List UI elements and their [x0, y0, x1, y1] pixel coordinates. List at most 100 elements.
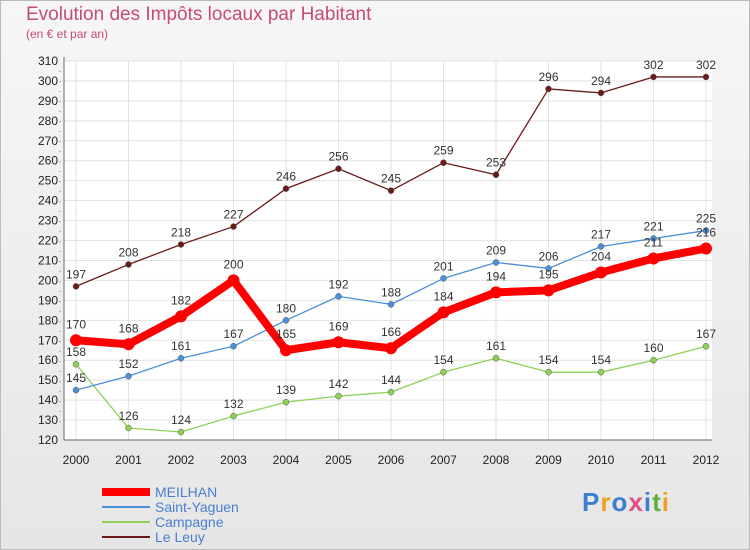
data-label: 124 [171, 413, 191, 427]
grid [64, 60, 712, 441]
data-point [700, 242, 712, 255]
data-label: 204 [591, 249, 611, 263]
y-tick-label: 230 [38, 214, 58, 228]
data-label: 245 [381, 172, 401, 186]
x-tick-label: 2006 [378, 453, 405, 467]
data-label: 253 [486, 156, 506, 170]
data-point [280, 344, 292, 357]
data-point [72, 283, 80, 290]
y-tick-label: 190 [38, 293, 58, 307]
data-label: 132 [223, 397, 243, 411]
axes: 120 130 140 150 160 170 180 190 200 210 220 230 240 2… [38, 54, 720, 467]
data-label: 142 [328, 377, 348, 391]
data-label: 206 [538, 249, 558, 263]
data-label: 218 [171, 226, 191, 240]
y-tick-label: 220 [38, 234, 58, 248]
data-point [125, 261, 132, 268]
data-point [122, 338, 135, 351]
data-point [702, 73, 710, 81]
data-label: 167 [223, 327, 243, 341]
logo-letter: x [628, 487, 644, 517]
x-tick-label: 2004 [273, 453, 300, 467]
data-label: 158 [66, 345, 86, 359]
data-point [702, 342, 710, 350]
y-tick-label: 200 [38, 273, 58, 287]
y-tick-label: 170 [38, 333, 58, 347]
y-tick-label: 180 [38, 313, 58, 327]
data-point [542, 284, 555, 297]
legend-label: Campagne [155, 514, 224, 530]
x-tick-label: 2008 [483, 453, 510, 467]
x-tick-label: 2012 [693, 453, 720, 467]
data-point [230, 342, 237, 350]
data-point [335, 293, 342, 300]
data-point [650, 235, 657, 242]
data-label: 145 [66, 371, 86, 385]
y-tick-label: 280 [38, 114, 58, 128]
data-point [125, 424, 132, 432]
data-point [650, 73, 657, 81]
plot-area [64, 61, 712, 440]
data-point [177, 428, 185, 436]
data-point [492, 259, 500, 266]
y-tick-label: 210 [38, 253, 58, 267]
y-tick-label: 270 [38, 134, 58, 148]
x-tick-label: 2007 [430, 453, 457, 467]
data-label: 194 [486, 269, 506, 283]
data-label: 200 [223, 257, 243, 271]
data-point [70, 334, 82, 347]
chart-title: Evolution des Impôts locaux par Habitant [26, 4, 372, 25]
data-point [335, 165, 342, 172]
y-tick-label: 310 [38, 54, 58, 68]
y-tick-label: 240 [38, 194, 58, 208]
data-label: 188 [381, 285, 401, 299]
data-point [387, 388, 395, 396]
data-label: 182 [171, 293, 191, 307]
data-label: 144 [381, 373, 401, 387]
data-point [387, 187, 395, 194]
data-point [72, 360, 80, 368]
data-point [490, 286, 502, 299]
data-labels: 170 168 182 200 165 169 166 184 194 195 204 211 216 1… [66, 58, 716, 427]
data-point [545, 368, 552, 376]
data-label: 160 [643, 341, 663, 355]
data-label: 256 [328, 150, 348, 164]
data-point [440, 275, 447, 282]
data-point [650, 356, 657, 364]
data-point [492, 171, 500, 178]
data-point [227, 274, 240, 287]
data-label: 294 [591, 74, 611, 88]
data-label: 209 [486, 243, 506, 257]
data-point [440, 159, 447, 166]
data-point [647, 252, 660, 265]
data-label: 221 [643, 220, 663, 234]
chart-subtitle: (en € et par an) [26, 27, 109, 41]
data-point [230, 223, 237, 230]
data-label: 170 [66, 317, 86, 331]
data-label: 161 [171, 339, 191, 353]
legend-label: Saint-Yaguen [155, 499, 239, 515]
data-point [282, 317, 290, 324]
data-label: 216 [696, 226, 716, 240]
logo-letter: i [661, 487, 670, 517]
x-tick-label: 2005 [325, 453, 352, 467]
data-point [177, 354, 185, 362]
data-point [597, 243, 605, 250]
data-label: 302 [696, 58, 716, 72]
x-tick-label: 2000 [63, 453, 90, 467]
data-label: 197 [66, 267, 86, 281]
data-label: 201 [433, 259, 453, 273]
x-tick-label: 2011 [641, 453, 667, 467]
data-point [702, 227, 710, 234]
y-tick-label: 140 [38, 393, 58, 407]
data-point [385, 342, 397, 355]
data-point [597, 89, 605, 97]
data-label: 246 [276, 170, 296, 184]
x-tick-label: 2009 [535, 453, 562, 467]
x-tick-label: 2010 [588, 453, 615, 467]
data-point [335, 392, 342, 400]
data-label: 154 [433, 353, 453, 367]
y-tick-label: 250 [38, 174, 58, 188]
